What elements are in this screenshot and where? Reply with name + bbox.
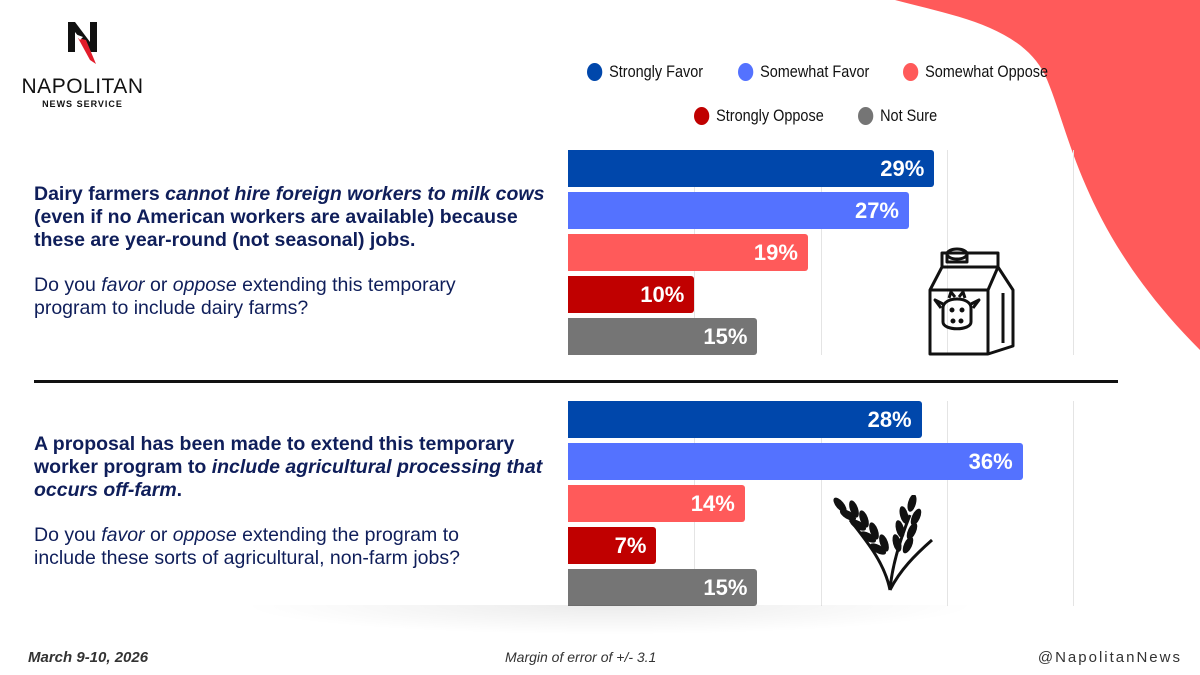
legend-label: Strongly Favor [609, 62, 704, 81]
legend-item: Somewhat Oppose [903, 62, 1048, 82]
margin-of-error: Margin of error of +/- 3.1 [505, 649, 657, 665]
bar-not-sure: 15% [568, 569, 758, 606]
brand-name: NAPOLITAN [21, 75, 144, 98]
bar-strongly-favor: 29% [568, 150, 935, 187]
bar-strongly-oppose: 10% [568, 276, 695, 313]
logo-n-icon [67, 22, 97, 64]
legend-item: Strongly Favor [587, 62, 703, 82]
brand-subtitle: NEWS SERVICE [42, 99, 123, 109]
logo: NAPOLITAN NEWS SERVICE [20, 20, 145, 109]
bar-somewhat-favor: 36% [568, 443, 1023, 480]
section-divider [34, 380, 1118, 383]
legend-item: Strongly Oppose [694, 106, 824, 126]
chart-agri-processing: 28% 36% 14% 7% 15% [568, 401, 1088, 606]
legend-item: Somewhat Favor [738, 62, 869, 82]
legend-swatch [587, 63, 603, 81]
gridline [1073, 401, 1075, 606]
milk-carton-icon [928, 247, 1015, 356]
poll-date: March 9-10, 2026 [28, 649, 149, 666]
bar-strongly-favor: 28% [568, 401, 922, 438]
legend-label: Not Sure [880, 106, 938, 125]
legend-label: Strongly Oppose [716, 106, 824, 125]
question-2: A proposal has been made to extend this … [34, 433, 543, 569]
chart-dairy: 29% 27% 19% 10% 15% [568, 150, 1088, 355]
bar-somewhat-oppose: 14% [568, 485, 745, 522]
legend-swatch [738, 63, 754, 81]
legend-swatch [694, 107, 710, 125]
gridline [946, 401, 948, 606]
legend-label: Somewhat Oppose [925, 62, 1049, 81]
legend-label: Somewhat Favor [760, 62, 870, 81]
gridline [1073, 150, 1075, 355]
social-handle: @NapolitanNews [1037, 649, 1182, 666]
gridline [820, 150, 822, 355]
legend-swatch [903, 63, 919, 81]
wheat-icon [833, 495, 933, 591]
bar-not-sure: 15% [568, 318, 758, 355]
gridline [820, 401, 822, 606]
bar-somewhat-oppose: 19% [568, 234, 808, 271]
legend-item: Not Sure [858, 106, 937, 126]
decorative-blob [895, 0, 1200, 350]
bar-strongly-oppose: 7% [568, 527, 657, 564]
legend-swatch [858, 107, 874, 125]
question-1: Dairy farmers cannot hire foreign worker… [34, 183, 545, 319]
bar-somewhat-favor: 27% [568, 192, 909, 229]
